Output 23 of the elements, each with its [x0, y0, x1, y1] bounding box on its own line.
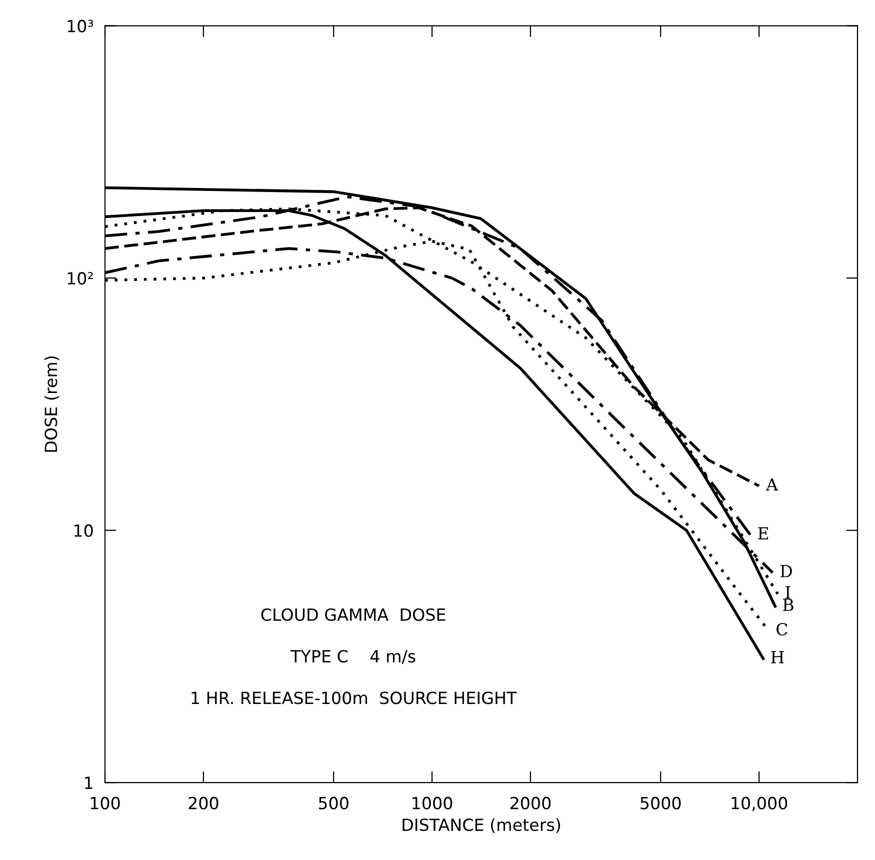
- y-tick-label: 10²: [68, 272, 93, 285]
- series-label: A: [766, 478, 778, 491]
- series-label: B: [783, 598, 794, 611]
- x-axis-title: DISTANCE (meters): [402, 818, 560, 834]
- annotation: CLOUD GAMMA DOSE: [261, 608, 446, 621]
- x-tick-label: 100: [90, 796, 120, 810]
- series-label: E: [758, 527, 768, 540]
- x-tick-label: 5000: [640, 796, 681, 810]
- series-label: I: [786, 586, 790, 598]
- series-label: C: [776, 622, 788, 636]
- x-tick-label: 2000: [510, 796, 551, 810]
- y-tick-label: 10: [74, 524, 93, 537]
- annotation: 1 HR. RELEASE-100m SOURCE HEIGHT: [192, 692, 517, 704]
- series-label: D: [780, 565, 792, 578]
- x-tick-label: 1000: [412, 796, 452, 810]
- y-axis-title: DOSE (rem): [44, 356, 60, 452]
- x-tick-label: 500: [318, 796, 348, 810]
- x-tick-label: 10,000: [732, 796, 788, 812]
- y-tick-label: 10³: [68, 20, 94, 32]
- x-tick-label: 200: [188, 796, 218, 810]
- y-tick-label: 1: [85, 776, 92, 789]
- series-label: H: [771, 651, 784, 664]
- annotation: TYPE C 4 m/s: [290, 650, 416, 664]
